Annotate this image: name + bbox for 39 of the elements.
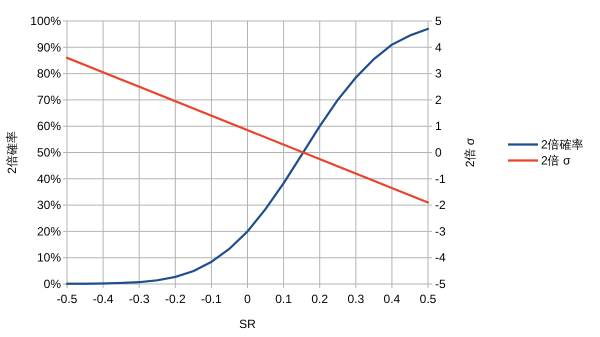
legend-label: 2倍確率: [541, 138, 584, 152]
y-tick-label: 0%: [44, 277, 62, 291]
x-tick-label: 0.5: [420, 292, 437, 306]
y-tick-label: 90%: [36, 40, 62, 54]
y-tick-label: 20%: [36, 224, 62, 238]
y2-tick-label: 5: [435, 14, 442, 28]
x-tick-label: -0.4: [92, 292, 114, 306]
x-tick-label: -0.1: [201, 292, 222, 306]
y-tick-label: 100%: [30, 14, 62, 28]
y-axis-title: 2倍確率: [5, 131, 19, 174]
y-tick-label: 70%: [36, 92, 62, 107]
y2-tick-label: -2: [435, 198, 446, 212]
y2-tick-label: -5: [435, 277, 446, 291]
x-tick-label: -0.5: [56, 292, 78, 306]
y2-tick-label: -1: [435, 172, 446, 186]
y2-tick-label: -4: [435, 250, 446, 265]
x-tick-label: 0.2: [311, 292, 328, 306]
y-tick-label: 80%: [36, 66, 62, 81]
legend-label: 2倍 σ: [541, 154, 572, 168]
y-tick-label: 10%: [36, 250, 62, 265]
y2-tick-label: 3: [435, 66, 442, 81]
x-tick-label: 0.1: [275, 292, 292, 306]
x-tick-label: -0.3: [128, 292, 150, 306]
y-tick-label: 60%: [36, 119, 62, 134]
x-tick-label: -0.2: [164, 292, 186, 306]
y-tick-label: 40%: [36, 172, 62, 186]
x-tick-label: 0.4: [384, 292, 401, 306]
y2-axis-title: 2倍 σ: [463, 137, 477, 168]
y2-tick-label: 1: [435, 119, 442, 134]
y2-tick-label: 4: [435, 40, 442, 54]
y-tick-label: 50%: [36, 146, 62, 160]
y2-tick-label: 0: [435, 146, 442, 160]
x-tick-label: 0.3: [347, 292, 364, 306]
line-series: [66, 28, 430, 285]
x-axis-title: SR: [239, 317, 256, 331]
y2-tick-label: 2: [435, 92, 442, 107]
y-tick-label: 30%: [36, 198, 62, 212]
x-tick-label: 0: [244, 292, 252, 306]
y2-tick-label: -3: [435, 224, 446, 238]
